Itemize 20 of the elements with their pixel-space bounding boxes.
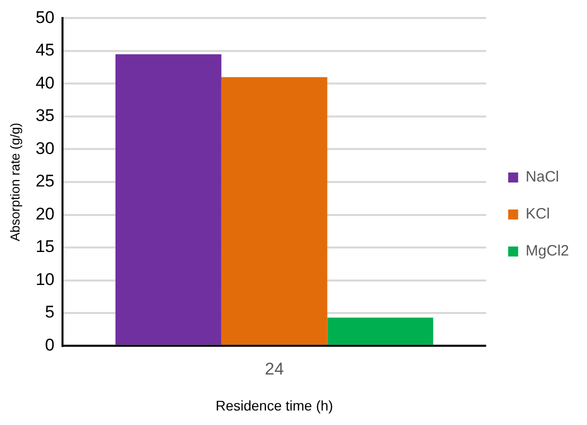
y-tick-label: 20 bbox=[36, 204, 55, 224]
y-tick-label: 10 bbox=[36, 270, 55, 289]
y-tick-label: 15 bbox=[36, 237, 55, 256]
y-axis-title: Absorption rate (g/g) bbox=[7, 122, 22, 242]
y-tick-label: 50 bbox=[36, 8, 55, 27]
y-tick-label: 45 bbox=[36, 40, 55, 60]
y-tick-label: 40 bbox=[36, 73, 55, 92]
x-axis-title: Residence time (h) bbox=[216, 397, 334, 414]
legend-label: NaCl bbox=[526, 168, 559, 186]
x-tick-label: 24 bbox=[264, 360, 284, 379]
bar bbox=[115, 54, 222, 345]
y-tick-label: 30 bbox=[36, 138, 55, 158]
y-tick-label: 35 bbox=[36, 106, 55, 126]
legend-label: MgCl2 bbox=[526, 242, 570, 260]
legend-label: KCl bbox=[526, 206, 550, 223]
y-tick-label: 25 bbox=[36, 172, 55, 191]
y-tick-label: 0 bbox=[45, 335, 55, 354]
bar bbox=[327, 318, 434, 345]
y-tick-label: 5 bbox=[45, 302, 55, 322]
bar bbox=[221, 77, 328, 345]
